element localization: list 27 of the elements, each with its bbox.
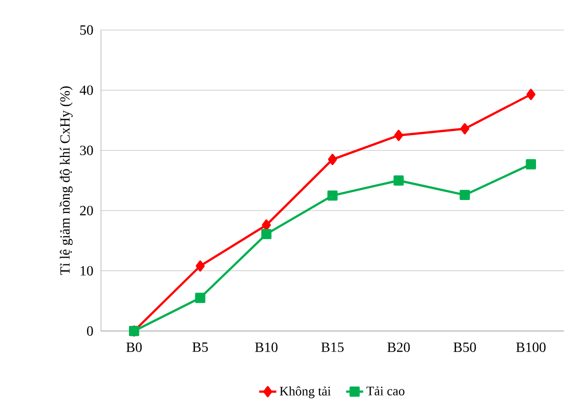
point	[460, 190, 470, 200]
point	[394, 130, 404, 141]
x-tick-label: B0	[126, 342, 142, 352]
point	[196, 260, 205, 272]
x-tick-label: B15	[321, 342, 344, 352]
x-tick-label: B5	[192, 342, 208, 352]
y-tick-label: 40	[80, 85, 93, 95]
x-tick-label: B100	[516, 342, 546, 352]
point	[394, 175, 404, 186]
point	[327, 190, 338, 201]
point	[460, 123, 470, 134]
x-tick-label: B10	[255, 342, 278, 352]
legend-label: Tải cao	[366, 386, 404, 396]
y-axis-title: Tỉ lệ giảm nồng độ khí CxHy (%)	[59, 86, 73, 275]
point	[195, 292, 206, 303]
point	[328, 154, 337, 166]
point	[526, 88, 536, 100]
y-tick-label: 20	[80, 206, 93, 216]
y-tick-label: 10	[80, 266, 93, 276]
legend-label: Không tải	[280, 386, 331, 398]
x-tick-label: B20	[387, 342, 410, 352]
point	[526, 159, 536, 170]
y-tick-label: 0	[87, 326, 93, 336]
y-tick-label: 50	[80, 25, 93, 35]
x-tick-label: B50	[454, 342, 476, 352]
point	[261, 228, 272, 240]
y-tick-label: 30	[80, 146, 93, 156]
